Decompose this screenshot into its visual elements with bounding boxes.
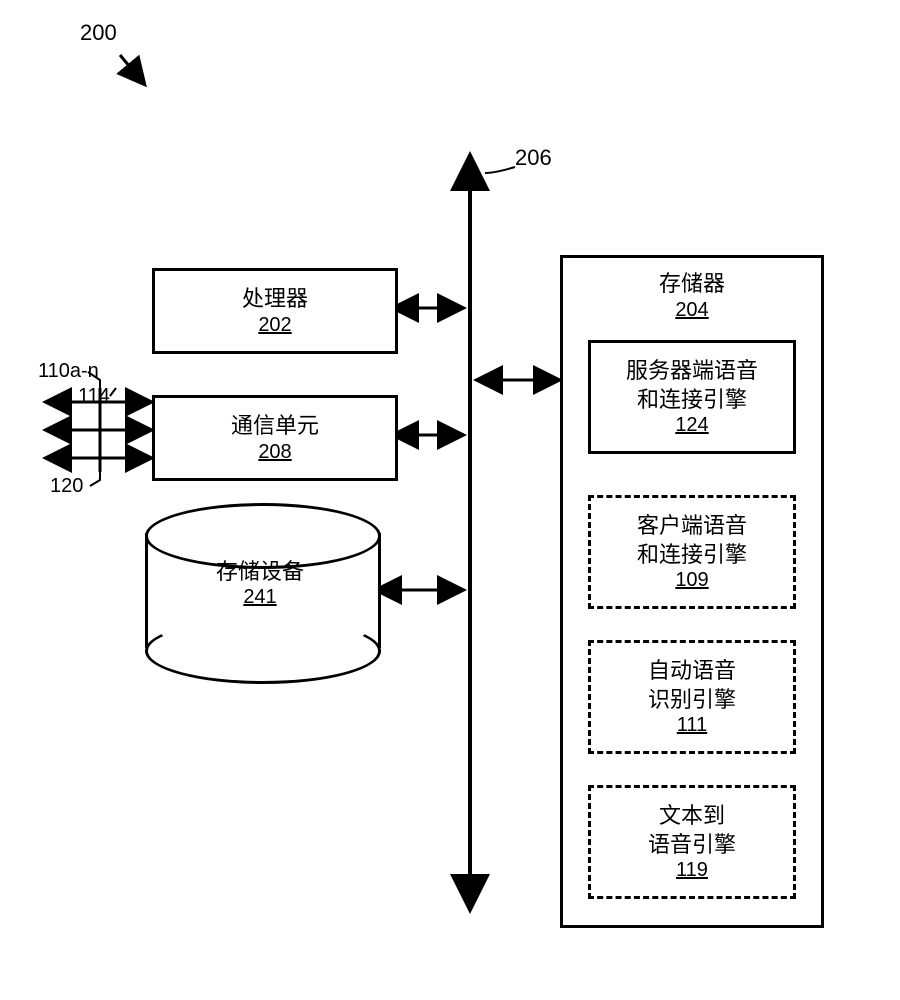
storage-num: 241 — [145, 586, 375, 609]
lead-label-l114: 114 — [78, 385, 110, 408]
comm-unit-block: 通信单元 208 — [152, 395, 398, 481]
memory-child-tts-num: 119 — [676, 859, 708, 882]
comm-unit-num: 208 — [258, 441, 291, 464]
storage-cylinder-bottom — [145, 618, 381, 684]
memory-child-tts-line2: 语音引擎 — [648, 831, 736, 860]
memory-child-server-line2: 和连接引擎 — [637, 386, 747, 415]
lead-label-l120: 120 — [50, 475, 83, 498]
memory-child-client-line2: 和连接引擎 — [637, 541, 747, 570]
comm-unit-title: 通信单元 — [231, 412, 319, 441]
processor-block: 处理器 202 — [152, 268, 398, 354]
memory-child-server-line1: 服务器端语音 — [626, 357, 758, 386]
memory-child-tts: 文本到 语音引擎 119 — [588, 785, 796, 899]
memory-title: 存储器 — [659, 270, 725, 299]
memory-child-asr: 自动语音 识别引擎 111 — [588, 640, 796, 754]
memory-num: 204 — [675, 299, 708, 322]
memory-child-asr-line1: 自动语音 — [648, 657, 736, 686]
memory-child-asr-line2: 识别引擎 — [648, 686, 736, 715]
memory-child-server: 服务器端语音 和连接引擎 124 — [588, 340, 796, 454]
memory-child-tts-line1: 文本到 — [659, 802, 725, 831]
memory-child-client: 客户端语音 和连接引擎 109 — [588, 495, 796, 609]
processor-num: 202 — [258, 314, 291, 337]
processor-title: 处理器 — [242, 285, 308, 314]
memory-child-server-num: 124 — [675, 414, 708, 437]
storage-title: 存储设备 — [145, 558, 375, 587]
figure-label: 200 — [80, 20, 117, 46]
bus-label: 206 — [515, 145, 552, 171]
storage-text: 存储设备 241 — [145, 558, 375, 618]
memory-child-client-num: 109 — [675, 569, 708, 592]
memory-child-client-line1: 客户端语音 — [637, 512, 747, 541]
memory-child-asr-num: 111 — [677, 714, 707, 737]
lead-label-l110: 110a-n — [38, 360, 99, 383]
